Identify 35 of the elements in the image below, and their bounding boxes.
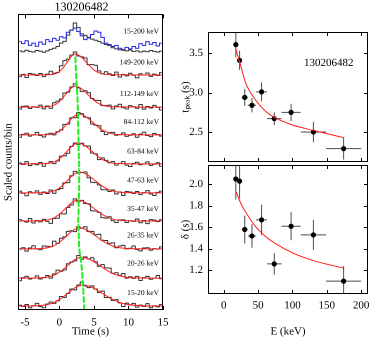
x-axis-title: E (keV) — [270, 325, 306, 338]
point — [288, 224, 294, 229]
point — [272, 261, 277, 266]
point — [242, 226, 248, 232]
y-axis-title: δ (s) — [179, 219, 192, 240]
point — [249, 102, 255, 108]
y-tick-label: 1.2 — [189, 264, 203, 276]
x-tick-label: 0 — [56, 316, 63, 328]
point — [249, 233, 255, 239]
point — [258, 217, 264, 222]
y-axis-title: tₚₑₐₖ (s) — [179, 81, 192, 113]
point — [310, 232, 316, 238]
line-series — [236, 191, 344, 269]
x-tick-label: 10 — [122, 316, 134, 328]
y-axis-title: Scaled counts/bin — [2, 122, 14, 202]
x-tick-label: -5 — [20, 316, 30, 328]
y-tick-label: 3.5 — [189, 47, 204, 60]
y-tick-label: 2.5 — [189, 126, 204, 138]
point — [236, 178, 242, 184]
x-tick-label: 150 — [318, 299, 336, 312]
x-tick-label: 100 — [284, 299, 302, 312]
point — [341, 278, 346, 284]
y-tick-label: 2.0 — [189, 178, 204, 190]
x-tick-label: 50 — [252, 299, 264, 312]
x-tick-label: 15 — [158, 316, 169, 328]
chart-title: 130206482 — [54, 0, 108, 14]
point — [242, 94, 248, 100]
y-tick-label: 1.6 — [189, 221, 204, 234]
y-tick-label: 1.8 — [189, 200, 204, 212]
x-tick-label: 200 — [352, 299, 370, 312]
y-tick-label: 3.0 — [189, 86, 204, 99]
point — [233, 42, 238, 48]
y-tick-label: 1.4 — [189, 242, 204, 255]
annotation: 130206482 — [304, 57, 354, 70]
x-tick-label: 0 — [221, 299, 228, 312]
